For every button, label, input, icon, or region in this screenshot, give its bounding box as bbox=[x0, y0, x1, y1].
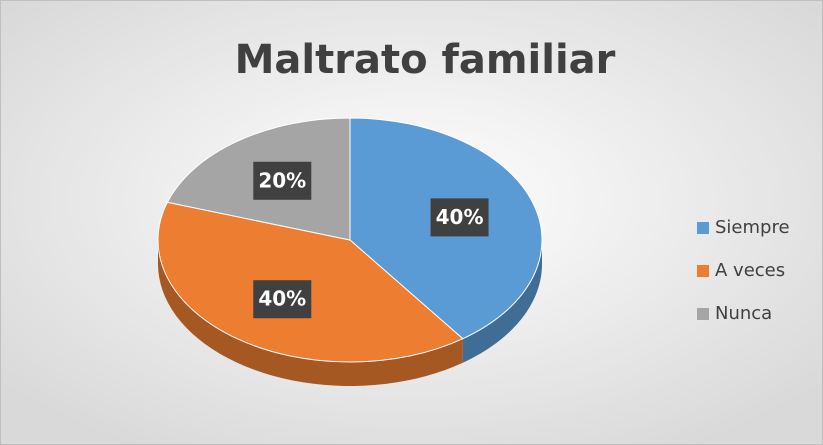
legend-swatch bbox=[697, 308, 709, 320]
legend-label: Nunca bbox=[715, 303, 772, 324]
data-label: 40% bbox=[258, 287, 306, 311]
data-label-bg bbox=[430, 198, 489, 237]
legend-swatch bbox=[697, 265, 709, 277]
legend-label: A veces bbox=[715, 260, 785, 281]
data-label-bg bbox=[253, 161, 312, 200]
data-label-bg bbox=[253, 280, 312, 319]
legend-swatch bbox=[697, 222, 709, 234]
data-label: 20% bbox=[258, 168, 306, 192]
legend-label: Siempre bbox=[715, 217, 790, 238]
pie-side bbox=[158, 240, 463, 386]
data-label: 40% bbox=[436, 205, 484, 229]
chart-title: Maltrato familiar bbox=[235, 37, 616, 83]
pie-side bbox=[462, 240, 542, 363]
